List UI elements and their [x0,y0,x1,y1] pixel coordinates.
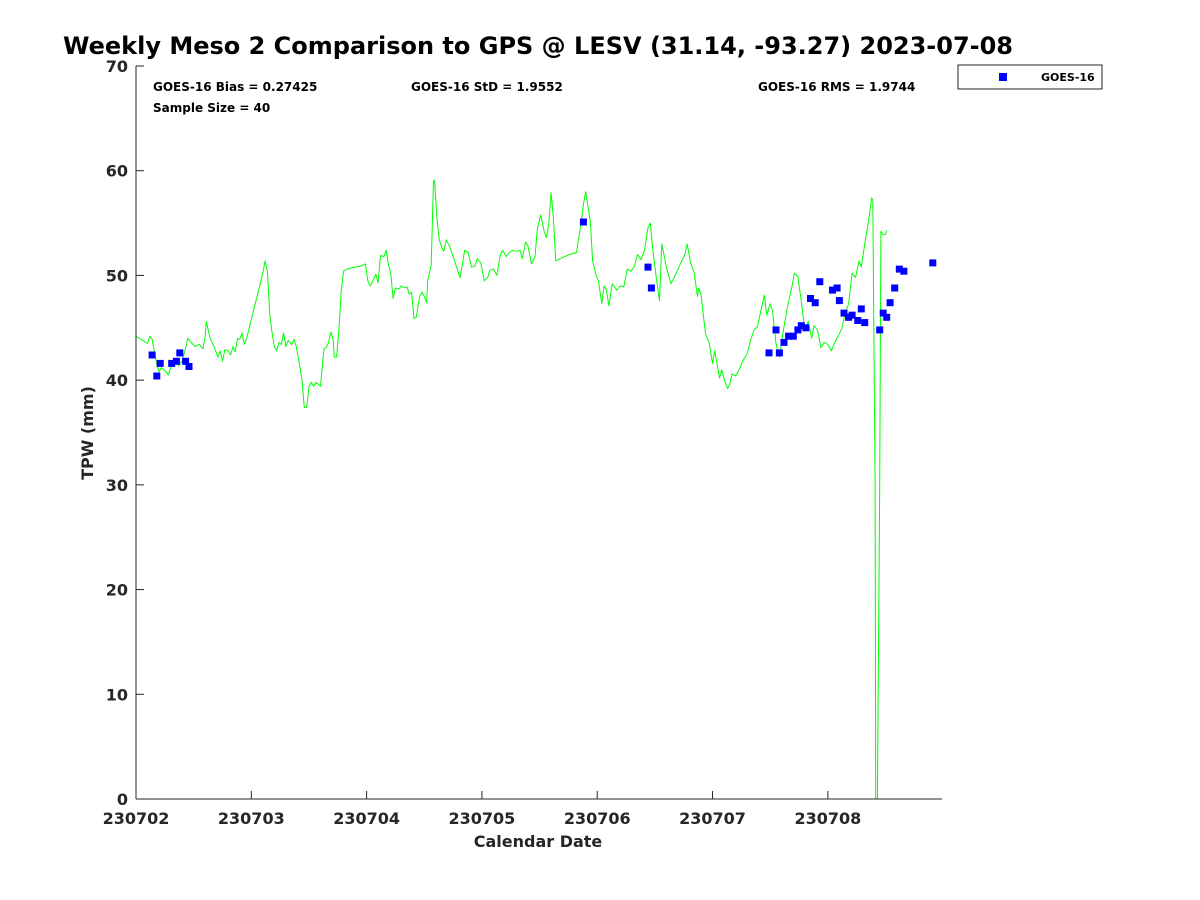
x-tick-label: 230705 [449,809,516,828]
stat-sample-size: Sample Size = 40 [153,101,270,115]
plot-area: 230702 230703 230704 230705 230706 230707 2307… [103,57,942,828]
data-point-goes16 [876,326,884,334]
data-point-goes16 [775,349,783,357]
data-point-goes16 [789,332,797,340]
data-point-goes16 [802,324,810,332]
data-point-goes16 [780,338,788,346]
x-tick-label: 230706 [564,809,631,828]
chart-title: Weekly Meso 2 Comparison to GPS @ LESV (… [63,32,1013,60]
data-point-goes16 [883,313,891,321]
data-point-goes16 [579,218,587,226]
data-point-goes16 [895,265,903,273]
stat-bias: GOES-16 Bias = 0.27425 [153,80,317,94]
data-point-goes16 [861,319,869,327]
data-point-goes16 [794,326,802,334]
data-point-goes16 [886,299,894,307]
data-point-goes16 [829,286,836,294]
data-point-goes16 [644,263,652,271]
series-line-gps [136,179,888,799]
data-point-goes16 [811,299,819,307]
data-point-goes16 [816,278,824,286]
stat-std: GOES-16 StD = 1.9552 [411,80,563,94]
data-point-goes16 [772,326,780,334]
data-point-goes16 [785,332,793,340]
x-tick-label: 230703 [218,809,285,828]
legend-label-goes16: GOES-16 [1041,71,1095,84]
y-tick-label: 0 [117,790,128,809]
data-point-goes16 [185,363,193,370]
x-tick-label: 230704 [333,809,400,828]
x-tick-label: 230702 [103,809,170,828]
data-point-goes16 [900,267,908,275]
data-point-goes16 [176,349,184,357]
data-point-goes16 [848,311,856,319]
stat-rms: GOES-16 RMS = 1.9744 [758,80,915,94]
data-point-goes16 [797,322,805,330]
y-tick-label: 30 [106,476,128,495]
data-point-goes16 [879,309,887,317]
y-tick-label: 20 [106,581,128,600]
y-axis-label: TPW (mm) [78,386,97,480]
legend: GOES-16 [957,64,1103,90]
data-point-goes16 [929,259,937,267]
x-tick-label: 230707 [679,809,746,828]
axes-box [136,66,942,799]
data-point-goes16 [156,359,164,367]
data-point-goes16 [857,305,865,313]
data-point-goes16 [807,295,814,302]
y-tick-label: 70 [106,57,128,76]
data-point-goes16 [835,297,843,305]
y-tick-label: 10 [106,685,128,704]
data-point-goes16 [891,284,899,292]
data-point-goes16 [840,309,848,317]
data-point-goes16 [153,372,161,380]
data-point-goes16 [148,351,156,359]
data-point-goes16 [854,317,862,324]
legend-marker-goes16 [999,73,1007,81]
y-tick-label: 50 [106,266,128,285]
data-point-goes16 [647,284,655,292]
y-tick-label: 60 [106,162,128,181]
x-tick-label: 230708 [794,809,861,828]
x-axis-label: Calendar Date [474,832,603,851]
data-point-goes16 [765,349,773,357]
y-tick-label: 40 [106,371,128,390]
data-point-goes16 [168,359,176,367]
legend-box [957,64,1103,90]
data-point-goes16 [182,357,190,365]
data-point-goes16 [172,357,180,365]
data-point-goes16 [833,284,841,292]
